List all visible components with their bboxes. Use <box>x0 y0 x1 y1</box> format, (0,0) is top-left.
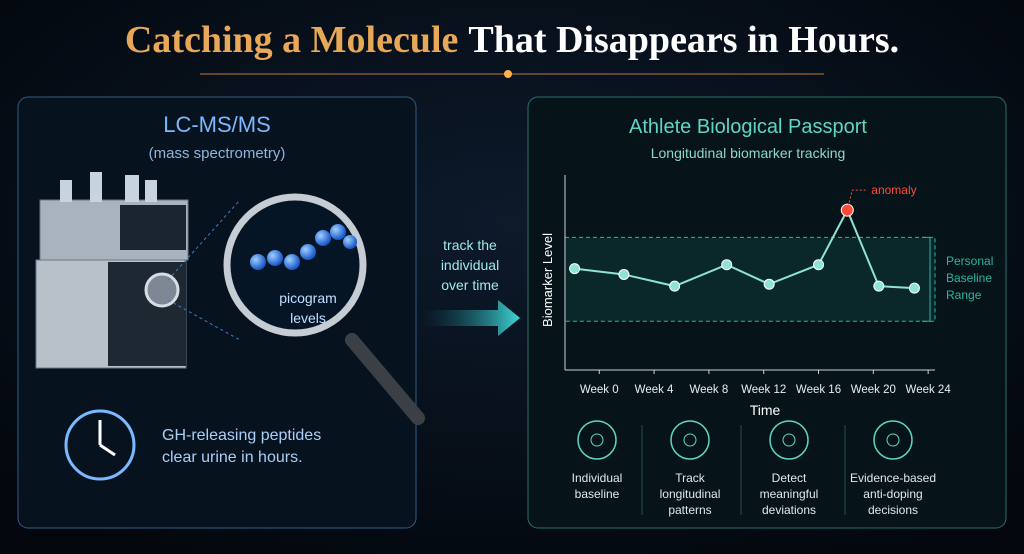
x-tick-label: Week 8 <box>689 384 728 396</box>
note: clear urine in hours. <box>162 449 303 466</box>
magnifier-label: picogram <box>279 290 337 306</box>
feature-icon <box>577 420 617 460</box>
title-dot <box>504 70 512 78</box>
feature-label: anti-doping <box>863 487 922 501</box>
x-axis-label: Time <box>750 402 781 418</box>
data-point <box>721 259 733 271</box>
arrow-label: over time <box>441 277 499 293</box>
magnifier <box>223 193 425 425</box>
feature-icon <box>873 420 913 460</box>
title: Catching a Molecule That Disappears in Ho… <box>125 19 899 61</box>
feature-icon-dot <box>683 433 697 447</box>
panel-subtitle: (mass spectrometry) <box>149 145 286 162</box>
x-tick-label: Week 0 <box>580 384 619 396</box>
feature-icon-dot <box>782 433 796 447</box>
feature-label: Individual <box>572 471 623 485</box>
feature-icon <box>769 420 809 460</box>
panel-title: LC-MS/MS <box>163 112 271 137</box>
feature-icon <box>670 420 710 460</box>
feature-label: patterns <box>668 503 711 517</box>
x-tick-label: Week 16 <box>796 384 841 396</box>
arrow-label: individual <box>441 257 499 273</box>
x-tick-label: Week 4 <box>635 384 674 396</box>
x-tick-label: Week 24 <box>906 384 952 396</box>
panel-title: Athlete Biological Passport <box>629 116 867 138</box>
feature-label: longitudinal <box>660 487 721 501</box>
feature-label: deviations <box>762 503 816 517</box>
data-point <box>908 282 920 294</box>
band-label: Baseline <box>946 271 992 285</box>
x-tick-label: Week 20 <box>851 384 896 396</box>
right-panel <box>527 96 1007 529</box>
data-point <box>569 263 581 275</box>
feature-label: meaningful <box>760 487 819 501</box>
chart: Personal Baseline Range Biomarker Level Time… <box>540 175 993 418</box>
note: GH-releasing peptides <box>162 427 321 444</box>
features: Individual baseline Track longitudinal patte… <box>572 420 936 517</box>
band-label: Personal <box>946 254 993 268</box>
feature-label: Track <box>675 471 706 485</box>
data-point <box>873 280 885 292</box>
band-label: Range <box>946 288 982 302</box>
feature-label: Evidence-based <box>850 471 936 485</box>
feature-label: Detect <box>772 471 807 485</box>
arrow-label: track the <box>443 237 497 253</box>
data-point <box>813 259 825 271</box>
data-point <box>618 268 630 280</box>
data-point <box>763 278 775 290</box>
data-point <box>669 280 681 292</box>
zoom-line <box>167 299 241 341</box>
feature-label: baseline <box>575 487 620 501</box>
magnifier-label: levels <box>290 310 326 326</box>
feature-icon-dot <box>886 433 900 447</box>
feature-label: decisions <box>868 503 918 517</box>
band-bracket <box>922 236 931 322</box>
x-tick-label: Week 12 <box>741 384 786 396</box>
panel-subtitle: Longitudinal biomarker tracking <box>651 145 846 161</box>
y-axis-label: Biomarker Level <box>540 233 555 327</box>
spectrometer <box>35 172 189 369</box>
arrow <box>420 300 520 336</box>
feature-icon-dot <box>590 433 604 447</box>
clock <box>64 409 136 481</box>
anomaly-leader <box>846 189 868 211</box>
baseline-band <box>564 236 936 322</box>
anomaly-label: anomaly <box>871 183 916 197</box>
